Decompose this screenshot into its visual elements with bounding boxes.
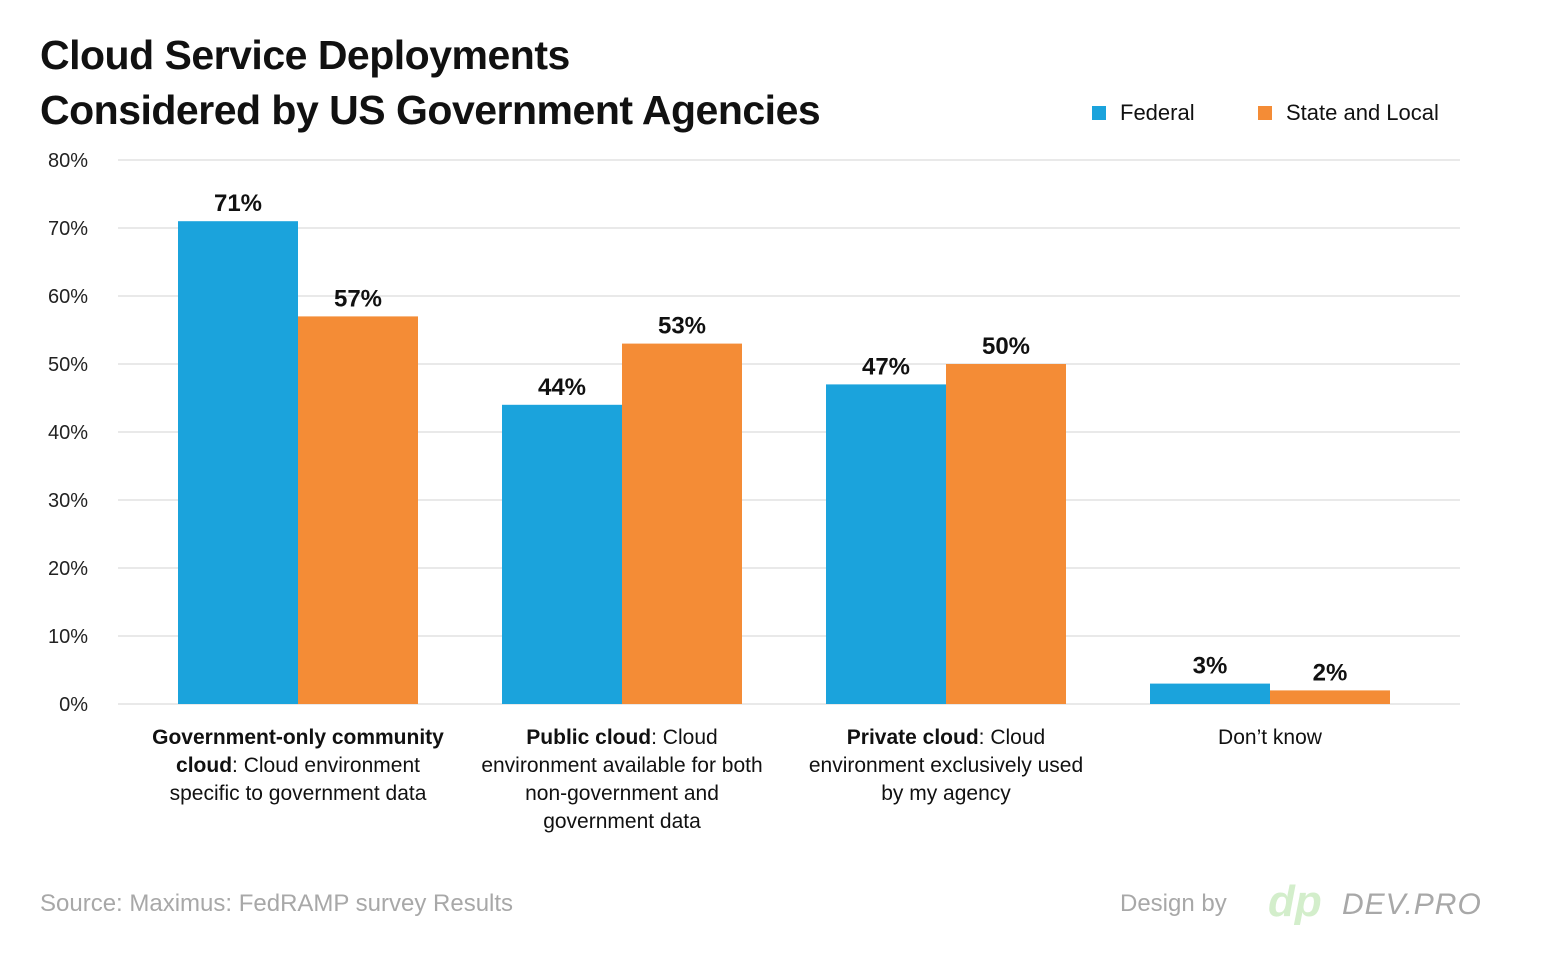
y-tick-label: 0% [59, 694, 88, 716]
bar-federal [826, 384, 946, 704]
category-description: : Cloud environment exclusively used by … [808, 726, 1084, 805]
design-by-label: Design by [1120, 890, 1227, 917]
legend-swatch [1092, 106, 1106, 120]
title-line-1: Cloud Service Deployments [40, 32, 570, 78]
data-label: 57% [334, 285, 382, 312]
data-label: 44% [538, 374, 586, 401]
legend-item-state-local: State and Local [1258, 100, 1439, 126]
legend-swatch [1258, 106, 1272, 120]
data-label: 50% [982, 333, 1030, 360]
category-bold: Public cloud [526, 726, 652, 749]
devpro-logo: dp DEV.PRO [1268, 877, 1508, 935]
category-description: : Cloud environment available for both n… [481, 726, 763, 833]
title-line-2: Considered by US Government Agencies [40, 87, 821, 133]
logo-mark: dp [1268, 880, 1322, 926]
data-label: 3% [1193, 653, 1228, 680]
bar-state-local [622, 343, 742, 704]
category-description: : Cloud environment specific to governme… [169, 754, 427, 805]
y-tick-label: 80% [48, 150, 88, 172]
data-label: 2% [1313, 659, 1348, 686]
source-note: Source: Maximus: FedRAMP survey Results [40, 890, 514, 917]
x-category-label: Private cloud: Cloud environment exclusi… [796, 724, 1096, 808]
bar-state-local [1270, 690, 1390, 704]
x-category-label: Don’t know [1120, 724, 1420, 752]
bar-state-local [946, 364, 1066, 704]
bar-federal [502, 404, 622, 704]
x-category-label: Government-only community cloud: Cloud e… [148, 724, 448, 808]
y-tick-label: 70% [48, 218, 88, 240]
y-tick-label: 50% [48, 354, 88, 376]
category-bold: Private cloud [846, 726, 979, 749]
y-tick-label: 30% [48, 490, 88, 512]
legend-label: State and Local [1286, 100, 1439, 125]
data-label: 53% [658, 313, 706, 340]
data-label: 71% [214, 190, 262, 217]
y-tick-label: 20% [48, 558, 88, 580]
legend-label: Federal [1120, 100, 1195, 125]
logo-text: DEV.PRO [1342, 888, 1482, 921]
category-description: Don’t know [1218, 726, 1322, 749]
bar-state-local [298, 316, 418, 704]
y-tick-label: 40% [48, 422, 88, 444]
legend-item-federal: Federal [1092, 100, 1195, 126]
y-tick-label: 10% [48, 626, 88, 648]
bar-federal [1150, 683, 1270, 704]
category-bold: Government-only community cloud [152, 726, 444, 777]
y-tick-label: 60% [48, 286, 88, 308]
bar-federal [178, 221, 298, 704]
chart-title: Cloud Service Deployments Considered by … [40, 28, 821, 138]
x-category-label: Public cloud: Cloud environment availabl… [472, 724, 772, 836]
data-label: 47% [862, 353, 910, 380]
